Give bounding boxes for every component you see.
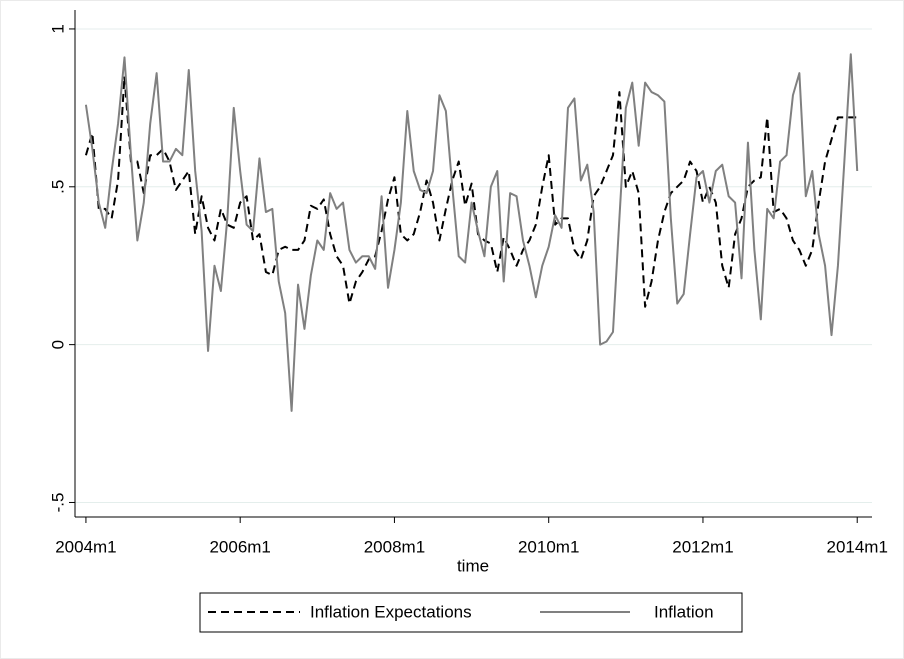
x-tick-label: 2010m1 xyxy=(518,537,579,556)
legend-label: Inflation xyxy=(654,602,714,621)
x-tick-label: 2006m1 xyxy=(209,537,270,556)
y-tick-label: 1 xyxy=(48,24,67,33)
x-axis-title: time xyxy=(457,556,489,575)
legend-label: Inflation Expectations xyxy=(310,602,472,621)
x-tick-label: 2014m1 xyxy=(826,537,887,556)
plot-region xyxy=(9,9,888,584)
x-tick-label: 2008m1 xyxy=(364,537,425,556)
x-tick-label: 2012m1 xyxy=(672,537,733,556)
y-tick-label: -.5 xyxy=(48,493,67,513)
series-line xyxy=(84,75,858,308)
series-line xyxy=(84,53,859,412)
y-tick-label: 0 xyxy=(48,340,67,349)
x-tick-label: 2004m1 xyxy=(55,537,116,556)
y-tick-label: .5 xyxy=(48,180,67,194)
